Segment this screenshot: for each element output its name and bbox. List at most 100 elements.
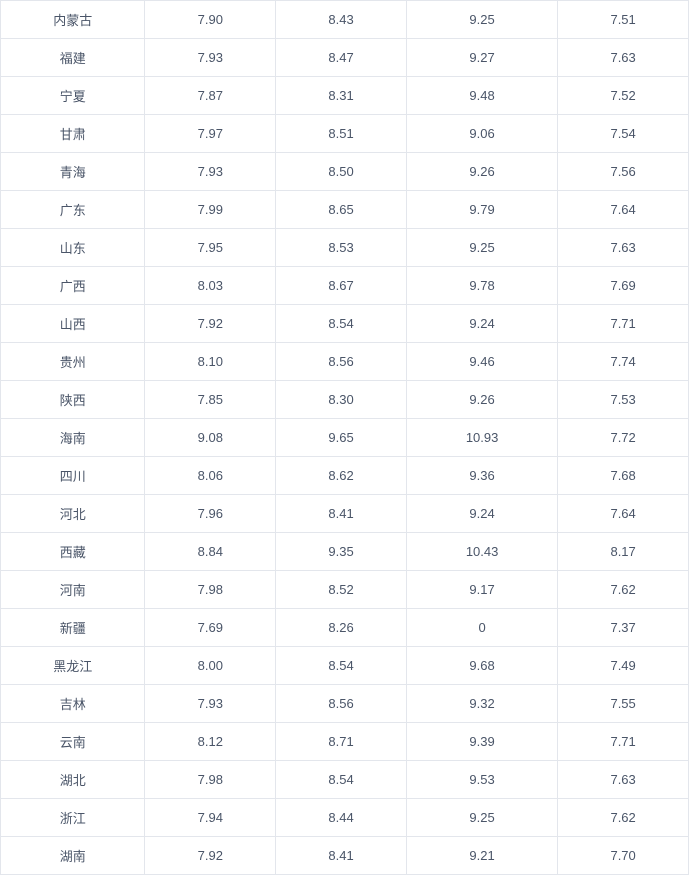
province-cell: 吉林 <box>1 685 145 723</box>
value-cell: 7.97 <box>145 115 276 153</box>
province-cell: 青海 <box>1 153 145 191</box>
table-row: 黑龙江8.008.549.687.49 <box>1 647 689 685</box>
value-cell: 9.68 <box>406 647 557 685</box>
value-cell: 8.54 <box>276 761 407 799</box>
value-cell: 7.93 <box>145 153 276 191</box>
province-cell: 河南 <box>1 571 145 609</box>
table-row: 广东7.998.659.797.64 <box>1 191 689 229</box>
value-cell: 9.79 <box>406 191 557 229</box>
value-cell: 8.56 <box>276 343 407 381</box>
value-cell: 8.43 <box>276 1 407 39</box>
value-cell: 8.41 <box>276 495 407 533</box>
province-cell: 陕西 <box>1 381 145 419</box>
value-cell: 7.99 <box>145 191 276 229</box>
value-cell: 8.65 <box>276 191 407 229</box>
value-cell: 9.36 <box>406 457 557 495</box>
value-cell: 8.47 <box>276 39 407 77</box>
value-cell: 7.37 <box>558 609 689 647</box>
value-cell: 7.93 <box>145 685 276 723</box>
value-cell: 8.03 <box>145 267 276 305</box>
value-cell: 7.71 <box>558 723 689 761</box>
province-cell: 山东 <box>1 229 145 267</box>
province-cell: 湖南 <box>1 837 145 875</box>
value-cell: 9.24 <box>406 305 557 343</box>
value-cell: 7.72 <box>558 419 689 457</box>
value-cell: 7.51 <box>558 1 689 39</box>
province-cell: 西藏 <box>1 533 145 571</box>
table-row: 湖北7.988.549.537.63 <box>1 761 689 799</box>
value-cell: 8.54 <box>276 647 407 685</box>
province-cell: 河北 <box>1 495 145 533</box>
value-cell: 7.64 <box>558 495 689 533</box>
value-cell: 7.56 <box>558 153 689 191</box>
value-cell: 9.65 <box>276 419 407 457</box>
value-cell: 8.54 <box>276 305 407 343</box>
value-cell: 7.98 <box>145 761 276 799</box>
value-cell: 9.46 <box>406 343 557 381</box>
table-row: 新疆7.698.2607.37 <box>1 609 689 647</box>
value-cell: 7.93 <box>145 39 276 77</box>
table-row: 云南8.128.719.397.71 <box>1 723 689 761</box>
value-cell: 7.55 <box>558 685 689 723</box>
value-cell: 9.25 <box>406 229 557 267</box>
value-cell: 9.26 <box>406 153 557 191</box>
value-cell: 8.52 <box>276 571 407 609</box>
value-cell: 7.49 <box>558 647 689 685</box>
table-row: 河南7.988.529.177.62 <box>1 571 689 609</box>
value-cell: 7.92 <box>145 305 276 343</box>
province-cell: 贵州 <box>1 343 145 381</box>
value-cell: 7.95 <box>145 229 276 267</box>
value-cell: 7.71 <box>558 305 689 343</box>
value-cell: 8.00 <box>145 647 276 685</box>
value-cell: 9.78 <box>406 267 557 305</box>
value-cell: 7.52 <box>558 77 689 115</box>
value-cell: 9.27 <box>406 39 557 77</box>
province-cell: 海南 <box>1 419 145 457</box>
value-cell: 7.64 <box>558 191 689 229</box>
table-row: 宁夏7.878.319.487.52 <box>1 77 689 115</box>
value-cell: 7.92 <box>145 837 276 875</box>
value-cell: 9.06 <box>406 115 557 153</box>
province-cell: 黑龙江 <box>1 647 145 685</box>
province-cell: 湖北 <box>1 761 145 799</box>
province-cell: 内蒙古 <box>1 1 145 39</box>
province-cell: 福建 <box>1 39 145 77</box>
value-cell: 9.53 <box>406 761 557 799</box>
value-cell: 9.25 <box>406 1 557 39</box>
data-table: 内蒙古7.908.439.257.51福建7.938.479.277.63宁夏7… <box>0 0 689 875</box>
value-cell: 7.70 <box>558 837 689 875</box>
province-cell: 山西 <box>1 305 145 343</box>
table-row: 陕西7.858.309.267.53 <box>1 381 689 419</box>
value-cell: 9.08 <box>145 419 276 457</box>
value-cell: 7.63 <box>558 229 689 267</box>
value-cell: 7.63 <box>558 761 689 799</box>
table-row: 贵州8.108.569.467.74 <box>1 343 689 381</box>
table-row: 吉林7.938.569.327.55 <box>1 685 689 723</box>
value-cell: 8.71 <box>276 723 407 761</box>
table-row: 西藏8.849.3510.438.17 <box>1 533 689 571</box>
value-cell: 8.56 <box>276 685 407 723</box>
value-cell: 7.94 <box>145 799 276 837</box>
value-cell: 9.21 <box>406 837 557 875</box>
value-cell: 7.62 <box>558 571 689 609</box>
value-cell: 9.26 <box>406 381 557 419</box>
table-row: 湖南7.928.419.217.70 <box>1 837 689 875</box>
value-cell: 9.48 <box>406 77 557 115</box>
value-cell: 9.24 <box>406 495 557 533</box>
province-cell: 宁夏 <box>1 77 145 115</box>
value-cell: 9.35 <box>276 533 407 571</box>
value-cell: 9.17 <box>406 571 557 609</box>
value-cell: 0 <box>406 609 557 647</box>
value-cell: 8.50 <box>276 153 407 191</box>
table-row: 甘肃7.978.519.067.54 <box>1 115 689 153</box>
table-row: 山东7.958.539.257.63 <box>1 229 689 267</box>
value-cell: 7.90 <box>145 1 276 39</box>
table-row: 青海7.938.509.267.56 <box>1 153 689 191</box>
value-cell: 8.10 <box>145 343 276 381</box>
table-row: 内蒙古7.908.439.257.51 <box>1 1 689 39</box>
value-cell: 8.30 <box>276 381 407 419</box>
value-cell: 7.53 <box>558 381 689 419</box>
value-cell: 9.25 <box>406 799 557 837</box>
value-cell: 8.51 <box>276 115 407 153</box>
value-cell: 7.85 <box>145 381 276 419</box>
